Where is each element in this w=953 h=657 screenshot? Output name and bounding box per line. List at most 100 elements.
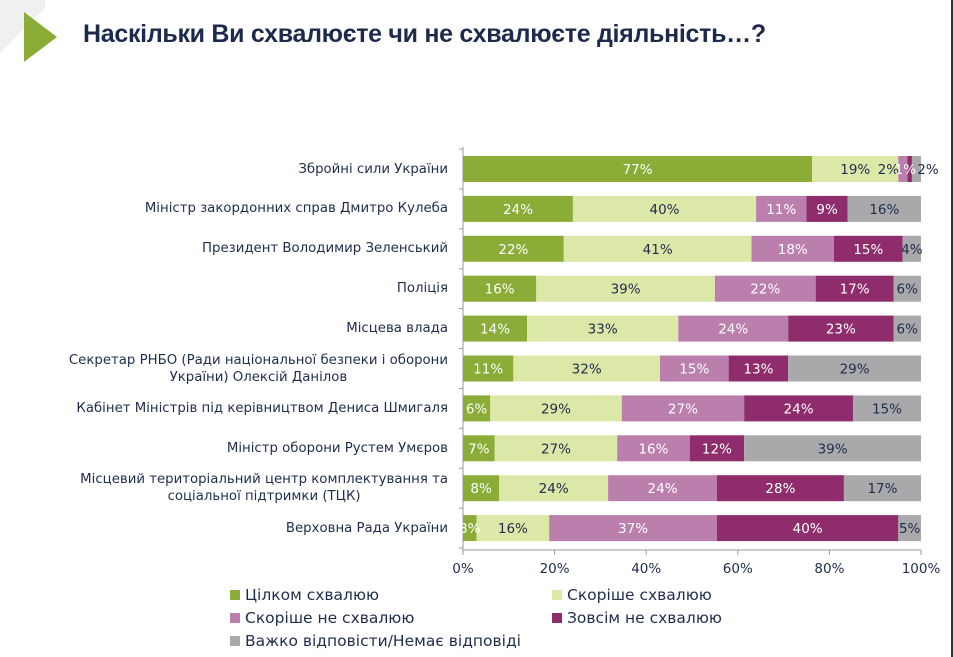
category-label-line: Збройні сили України [298, 161, 448, 177]
legend-label: Скоріше не схвалюю [245, 609, 415, 627]
legend-item-rather-disapprove: Скоріше не схвалюю [230, 609, 414, 627]
legend-swatch [230, 613, 240, 623]
category-label-line: Поліція [396, 281, 448, 297]
bar-segment [608, 475, 717, 502]
x-tick-label: 0% [452, 561, 474, 577]
bar-segment [902, 235, 921, 262]
category-label: Збройні сили України [298, 161, 448, 178]
data-label: 16% [498, 521, 528, 537]
legend-item-fully-approve: Цілком схвалюю [230, 586, 379, 604]
bar-segment [463, 275, 537, 302]
data-label: 24% [503, 202, 533, 218]
bar-segment [689, 435, 745, 462]
bar-segment [788, 355, 921, 382]
bar-segment [463, 156, 813, 182]
data-label: 6% [466, 401, 488, 417]
data-label: 15% [679, 362, 709, 378]
bar-segment [536, 275, 715, 302]
bar-segment [527, 315, 679, 342]
data-label: 24% [718, 322, 748, 338]
category-label-line: Міністр оборони Рустем Умєров [226, 440, 448, 456]
data-label: 2% [878, 162, 900, 178]
category-label: Секретар РНБО (Ради національної безпеки… [69, 352, 448, 386]
bar-segment [852, 395, 921, 422]
bar-segment [563, 235, 752, 262]
category-label-line: Верховна Рада України [285, 520, 448, 536]
data-label: 27% [668, 401, 698, 417]
x-tick-label: 100% [902, 561, 941, 577]
category-label: Поліція [397, 280, 448, 297]
bar-segment [659, 355, 729, 382]
data-label: 15% [853, 242, 883, 258]
legend-swatch [552, 590, 562, 600]
bar-segment [744, 395, 853, 422]
legend-label: Цілком схвалюю [245, 586, 380, 604]
bar-segment [463, 435, 495, 462]
data-label: 29% [840, 362, 870, 378]
category-label-line: Міністр закордонних справ Дмитро Кулеба [144, 201, 448, 217]
category-label-line: Секретар РНБО (Ради національної безпеки… [68, 352, 448, 368]
data-label: 37% [618, 521, 648, 537]
bar-segment [751, 235, 834, 262]
data-label: 16% [485, 282, 515, 298]
legend-label: Скоріше схвалюю [567, 586, 712, 604]
bar-segment [463, 195, 573, 222]
category-label-line: Місцева влада [346, 321, 448, 337]
bar-segment [843, 475, 921, 502]
bar-segment [621, 395, 745, 422]
category-label: Міністр закордонних справ Дмитро Кулеба [145, 200, 448, 217]
bar-segment [463, 235, 564, 262]
page-edge-divider [951, 0, 953, 657]
bar-segment [714, 275, 816, 302]
legend-item-hard-to-say: Важко відповісти/Немає відповіді [230, 632, 521, 650]
data-label: 15% [872, 401, 902, 417]
category-label: Кабінет Міністрів під керівництвом Денис… [76, 400, 448, 417]
bar-segment [812, 156, 899, 182]
x-tick-label: 20% [540, 561, 570, 577]
data-label: 33% [588, 322, 618, 338]
legend-label: Зовсім не схвалюю [567, 609, 722, 627]
legend-label: Важко відповісти/Немає відповіді [245, 632, 521, 650]
bar-segment [463, 315, 528, 342]
data-label: 41% [643, 242, 673, 258]
data-label: 8% [470, 481, 492, 497]
bar-segment [716, 475, 844, 502]
data-label: 5% [899, 521, 921, 537]
data-label: 19% [840, 162, 870, 178]
data-label: 32% [572, 362, 602, 378]
data-label: 17% [867, 481, 897, 497]
bar-segment [476, 515, 550, 542]
data-label: 9% [816, 202, 838, 218]
bar-segment [911, 156, 921, 182]
data-label: 11% [766, 202, 796, 218]
bar-segment [494, 435, 618, 462]
bar-segment [463, 395, 491, 422]
bar-segment [898, 156, 908, 182]
bar-segment [898, 515, 921, 542]
data-label: 24% [784, 401, 814, 417]
data-label: 16% [869, 202, 899, 218]
category-label-line: соціальної підтримки (ТЦК) [167, 489, 361, 505]
data-label: 24% [539, 481, 569, 497]
data-label: 40% [650, 202, 680, 218]
play-arrow-icon [24, 12, 57, 62]
bar-segment [815, 275, 894, 302]
data-label: 6% [897, 282, 919, 298]
data-label: 14% [480, 322, 510, 338]
category-label: Міністр оборони Рустем Умєров [227, 440, 448, 457]
data-label: 17% [840, 282, 870, 298]
bar-segment [572, 195, 757, 222]
data-label: 13% [743, 362, 773, 378]
bar-segment [678, 315, 789, 342]
bar-segment [549, 515, 717, 542]
bar-segment [728, 355, 789, 382]
data-label: 40% [793, 521, 823, 537]
bar-segment [893, 315, 921, 342]
data-label: 28% [765, 481, 795, 497]
bar-segment [716, 515, 899, 542]
data-label: 22% [750, 282, 780, 298]
data-label: 39% [611, 282, 641, 298]
data-label: 39% [818, 441, 848, 457]
bar-segment [490, 395, 622, 422]
